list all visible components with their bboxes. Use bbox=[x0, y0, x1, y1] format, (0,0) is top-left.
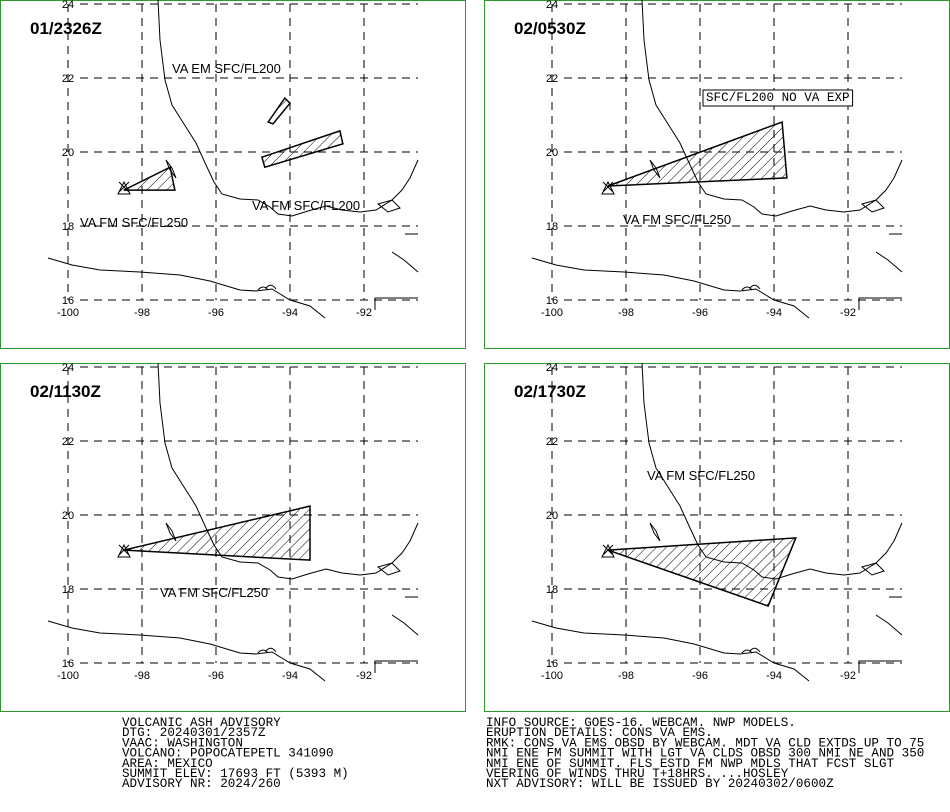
lon-tick-label: -96 bbox=[692, 670, 708, 682]
volcano-symbol bbox=[601, 543, 615, 558]
ash-label: VA FM SFC/FL250 bbox=[80, 215, 188, 230]
lon-tick-label: -96 bbox=[208, 670, 224, 682]
advisory-line: DTG: 20240301/2357Z bbox=[122, 726, 266, 740]
lon-tick-label: -94 bbox=[282, 670, 298, 682]
volcano-symbol bbox=[601, 180, 615, 195]
ash-polygon bbox=[123, 166, 176, 191]
remark-line: VEERING OF WINDS THRU T+18HRS. ...HOSLEY bbox=[486, 767, 789, 781]
lon-tick-label: -96 bbox=[208, 307, 224, 319]
ash-label: SFC/FL200 NO VA EXP bbox=[706, 91, 850, 105]
volcano-symbol bbox=[117, 180, 131, 195]
lon-tick-label: -92 bbox=[840, 307, 856, 319]
lat-tick-label: 18 bbox=[62, 221, 74, 233]
lon-tick-label: -100 bbox=[541, 670, 563, 682]
advisory-line: VAAC: WASHINGTON bbox=[122, 736, 243, 750]
ash-polygon bbox=[267, 96, 292, 125]
lon-tick-label: -96 bbox=[692, 307, 708, 319]
lat-tick-label: 16 bbox=[62, 658, 74, 670]
advisory-line: AREA: MEXICO bbox=[122, 757, 213, 771]
lat-tick-label: 16 bbox=[62, 295, 74, 307]
lat-tick-label: 20 bbox=[546, 510, 558, 522]
lat-tick-label: 18 bbox=[546, 221, 558, 233]
valid-time: 02/1130Z bbox=[30, 382, 101, 401]
lon-tick-label: -100 bbox=[57, 307, 79, 319]
lon-tick-label: -98 bbox=[618, 670, 634, 682]
lon-tick-label: -92 bbox=[840, 670, 856, 682]
lat-tick-label: 18 bbox=[546, 584, 558, 596]
remark-line: NXT ADVISORY: WILL BE ISSUED BY 20240302… bbox=[486, 777, 834, 791]
lon-tick-label: -94 bbox=[766, 670, 782, 682]
lat-tick-label: 20 bbox=[546, 147, 558, 159]
ash-label: VA FM SFC/FL200 bbox=[252, 198, 360, 213]
lat-tick-label: 20 bbox=[62, 147, 74, 159]
valid-time: 02/0530Z bbox=[514, 19, 586, 38]
panel-border bbox=[0, 0, 466, 349]
lon-tick-label: -94 bbox=[282, 307, 298, 319]
lon-tick-label: -98 bbox=[134, 307, 150, 319]
ash-polygon bbox=[260, 129, 344, 169]
lat-tick-label: 16 bbox=[546, 295, 558, 307]
lon-tick-label: -98 bbox=[618, 307, 634, 319]
ash-label: VA FM SFC/FL250 bbox=[647, 468, 755, 483]
advisory-line: VOLCANO: POPOCATEPETL 341090 bbox=[122, 747, 334, 761]
lon-tick-label: -92 bbox=[356, 307, 372, 319]
coastline bbox=[48, 363, 418, 681]
ash-label: VA EM SFC/FL200 bbox=[172, 61, 281, 76]
remark-line: INFO SOURCE: GOES-16. WEBCAM. NWP MODELS… bbox=[486, 716, 796, 730]
lon-tick-label: -92 bbox=[356, 670, 372, 682]
lat-tick-label: 16 bbox=[546, 658, 558, 670]
ash-polygon bbox=[123, 505, 311, 561]
label-box bbox=[702, 89, 854, 107]
remark-line: RMK: CONS VA EMS OBSD BY WEBCAM. MDT VA … bbox=[486, 736, 924, 750]
valid-time: 01/2326Z bbox=[30, 19, 102, 38]
advisory-line: SUMMIT ELEV: 17693 FT (5393 M) bbox=[122, 767, 349, 781]
ash-polygon bbox=[607, 120, 788, 187]
lon-tick-label: -94 bbox=[766, 307, 782, 319]
lon-tick-label: -100 bbox=[541, 307, 563, 319]
remark-line: NMI ENE OF SUMMIT. FLS ESTD FM NWP MDLS … bbox=[486, 757, 895, 771]
panel-border bbox=[0, 363, 466, 712]
advisory-line: VOLCANIC ASH ADVISORY bbox=[122, 716, 281, 730]
advisory-line: ADVISORY NR: 2024/260 bbox=[122, 777, 281, 791]
lon-tick-label: -100 bbox=[57, 670, 79, 682]
remark-line: NMI ENE FM SUMMIT WITH LGT VA CLDS OBSD … bbox=[486, 747, 924, 761]
ash-label: VA FM SFC/FL250 bbox=[160, 585, 268, 600]
lat-tick-label: 20 bbox=[62, 510, 74, 522]
lat-tick-label: 18 bbox=[62, 584, 74, 596]
ash-label: VA FM SFC/FL250 bbox=[623, 212, 731, 227]
remark-line: ERUPTION DETAILS: CONS VA EMS. bbox=[486, 726, 713, 740]
volcano-symbol bbox=[117, 543, 131, 558]
lon-tick-label: -98 bbox=[134, 670, 150, 682]
coastline bbox=[532, 363, 902, 681]
ash-polygon bbox=[607, 537, 797, 607]
coastline bbox=[48, 0, 418, 318]
valid-time: 02/1730Z bbox=[514, 382, 586, 401]
